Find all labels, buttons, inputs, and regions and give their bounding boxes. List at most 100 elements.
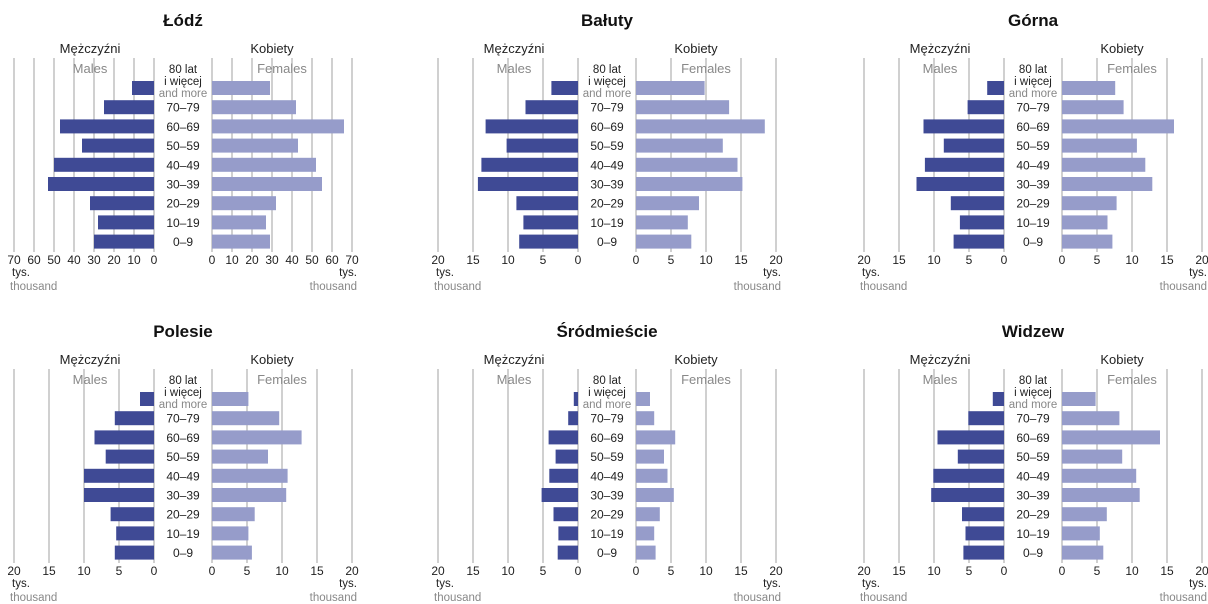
female-tick-label: 70	[345, 253, 359, 267]
male-bar	[573, 392, 578, 406]
male-bar	[937, 430, 1004, 445]
males-label-pl: Mężczyźni	[910, 352, 971, 367]
female-tick-label: 15	[310, 564, 324, 578]
male-bar	[943, 138, 1004, 153]
male-bar	[962, 507, 1004, 522]
male-bar	[48, 177, 154, 191]
age-label-80-line2: i więcej	[1014, 387, 1052, 399]
female-bar	[1062, 215, 1108, 230]
age-label-80-line2: i więcej	[588, 76, 626, 88]
male-bar	[116, 526, 154, 541]
age-label-80-line1: 80 lat	[593, 64, 622, 76]
female-bar	[636, 411, 655, 426]
female-tick-label: 0	[633, 253, 640, 267]
female-bar	[636, 507, 660, 522]
unit-label-en-left: thousand	[860, 592, 907, 604]
male-tick-label: 15	[892, 253, 906, 267]
male-bar	[519, 234, 578, 249]
male-tick-label: 5	[116, 564, 123, 578]
age-label: 0–9	[1023, 235, 1043, 249]
female-bar	[212, 177, 322, 191]
unit-label-en-left: thousand	[434, 281, 481, 293]
unit-label-en-left: thousand	[434, 592, 481, 604]
female-bar	[1062, 526, 1100, 541]
female-bar	[636, 100, 730, 115]
male-bar	[82, 138, 154, 153]
male-bar	[555, 449, 578, 464]
females-label-pl: Kobiety	[674, 41, 718, 56]
age-label: 50–59	[166, 450, 200, 464]
female-bar	[636, 392, 650, 406]
male-tick-label: 20	[857, 564, 871, 578]
age-label: 40–49	[590, 158, 624, 172]
age-label: 70–79	[166, 412, 200, 426]
male-tick-label: 10	[927, 253, 941, 267]
age-label: 60–69	[1016, 120, 1050, 134]
male-bar	[959, 215, 1004, 230]
female-bar	[1062, 411, 1120, 426]
male-bar	[506, 138, 578, 153]
unit-label-en-right: thousand	[1160, 281, 1207, 293]
female-bar	[636, 545, 656, 560]
female-tick-label: 60	[325, 253, 339, 267]
female-tick-label: 5	[244, 564, 251, 578]
age-label-80-line3: and more	[583, 88, 632, 100]
female-bar	[212, 215, 266, 230]
female-bar	[212, 119, 344, 134]
unit-label-en-left: thousand	[860, 281, 907, 293]
females-label-pl: Kobiety	[250, 41, 294, 56]
panel-title: Górna	[1008, 11, 1059, 30]
age-label: 40–49	[590, 469, 624, 483]
males-label-en: Males	[73, 61, 108, 76]
male-tick-label: 15	[892, 564, 906, 578]
age-label: 30–39	[166, 178, 200, 192]
female-bar	[1062, 100, 1124, 115]
panel-title: Łódź	[163, 11, 203, 30]
unit-label-pl-left: tys.	[436, 578, 454, 590]
female-bar	[1062, 392, 1096, 406]
males-label-pl: Mężczyźni	[484, 41, 545, 56]
female-bar	[1062, 157, 1146, 172]
age-label: 30–39	[590, 489, 624, 503]
females-label-pl: Kobiety	[674, 352, 718, 367]
male-bar	[548, 430, 578, 445]
males-label-pl: Mężczyźni	[60, 352, 121, 367]
age-label: 40–49	[1016, 469, 1050, 483]
male-bar	[516, 196, 578, 211]
females-label-en: Females	[257, 61, 307, 76]
unit-label-pl-right: tys.	[763, 267, 781, 279]
male-tick-label: 0	[151, 564, 158, 578]
female-tick-label: 5	[668, 253, 675, 267]
age-label: 20–29	[166, 197, 200, 211]
male-bar	[525, 100, 578, 115]
male-bar	[60, 119, 154, 134]
male-tick-label: 5	[966, 253, 973, 267]
female-tick-label: 50	[305, 253, 319, 267]
age-label: 50–59	[590, 139, 624, 153]
age-label-80-line3: and more	[583, 399, 632, 411]
female-tick-label: 40	[285, 253, 299, 267]
female-bar	[212, 488, 287, 502]
unit-label-pl-right: tys.	[1189, 267, 1207, 279]
females-label-pl: Kobiety	[250, 352, 294, 367]
age-label: 50–59	[166, 139, 200, 153]
female-tick-label: 5	[1094, 564, 1101, 578]
unit-label-en-left: thousand	[10, 592, 57, 604]
unit-label-pl-left: tys.	[436, 267, 454, 279]
age-label-80-line3: and more	[159, 88, 208, 100]
male-bar	[924, 157, 1004, 172]
age-label-80-line3: and more	[1009, 399, 1058, 411]
female-bar	[212, 157, 316, 172]
age-label: 50–59	[1016, 450, 1050, 464]
male-bar	[94, 430, 154, 445]
males-label-en: Males	[497, 61, 532, 76]
female-bar	[636, 430, 676, 445]
male-tick-label: 20	[7, 564, 21, 578]
male-bar	[84, 488, 154, 502]
female-tick-label: 20	[769, 564, 783, 578]
age-label-80-line1: 80 lat	[593, 375, 622, 387]
male-bar	[963, 545, 1004, 560]
